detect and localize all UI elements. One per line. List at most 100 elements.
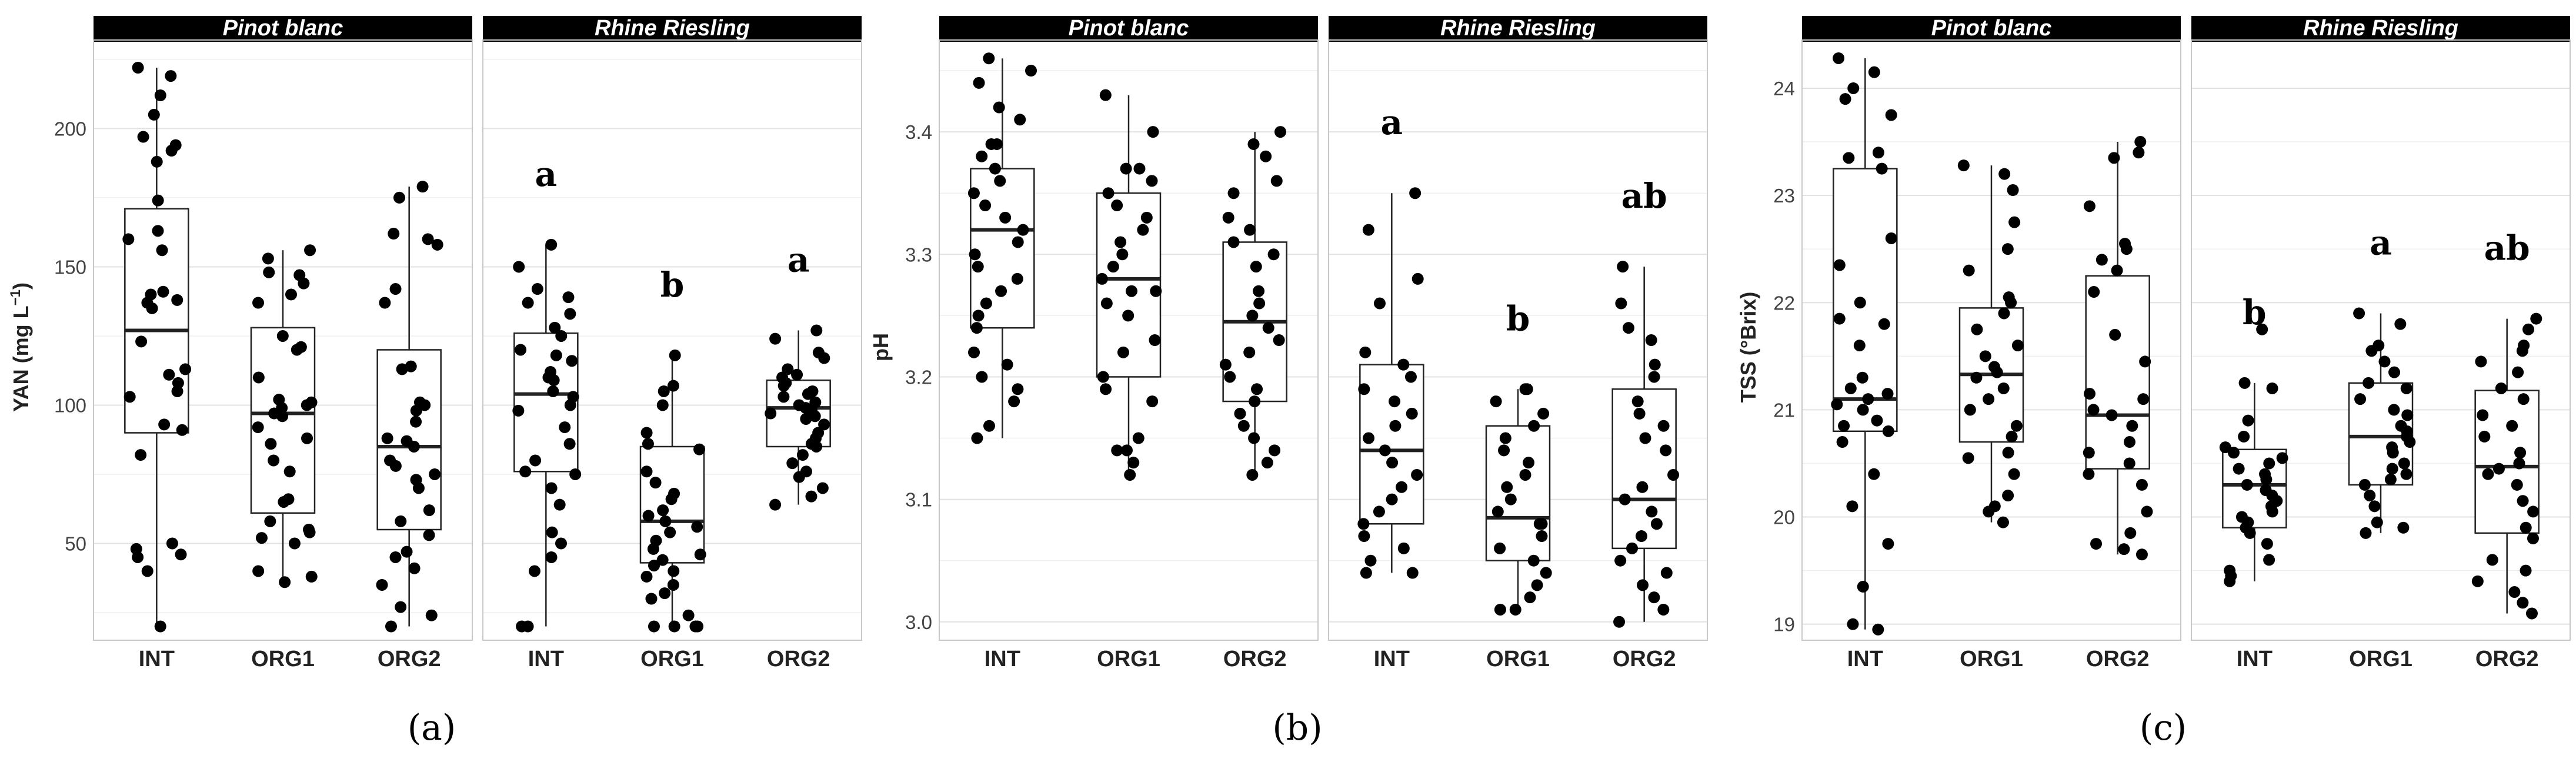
data-point (1856, 371, 1868, 384)
data-point (816, 482, 829, 494)
y-tick-label: 22 (1773, 292, 1795, 314)
data-point (976, 150, 988, 162)
data-point (1362, 224, 1374, 236)
data-point (431, 238, 443, 251)
y-axis-label: TSS (°Brix) (1736, 292, 1760, 403)
significance-letter: b (660, 265, 685, 305)
data-point (2260, 473, 2273, 485)
data-point (146, 302, 158, 314)
data-point (2109, 328, 2121, 341)
data-point (1501, 481, 1513, 493)
data-point (278, 495, 290, 508)
data-point (154, 620, 166, 633)
data-point (1667, 468, 1680, 481)
data-point (1360, 567, 1372, 579)
data-point (512, 404, 525, 417)
data-point (1862, 393, 1874, 405)
data-point (1260, 150, 1272, 162)
data-point (1997, 516, 2009, 528)
data-point (545, 238, 558, 251)
data-point (2516, 345, 2528, 357)
data-point (408, 562, 421, 574)
data-point (1373, 505, 1385, 518)
data-point (1219, 358, 1232, 371)
y-tick-label: 19 (1773, 614, 1795, 636)
data-point (1133, 162, 1146, 175)
data-point (1132, 432, 1144, 444)
data-point (1524, 591, 1536, 604)
facet-rhine-riesling: Rhine Riesling a INT b ORG1 a ORG2 (482, 16, 862, 671)
data-point (972, 261, 984, 273)
data-point (970, 322, 983, 334)
data-point (555, 537, 567, 550)
data-point (2276, 452, 2288, 464)
significance-letter: ab (1621, 176, 1667, 216)
chart-panel-tss: TSS (°Brix) Pinot blanc 19 20 21 22 23 24 INT OR… (1736, 16, 2571, 749)
data-point (389, 460, 402, 472)
data-point (1854, 297, 1866, 309)
data-point (967, 187, 980, 199)
data-point (1150, 285, 1162, 297)
data-point (657, 504, 669, 517)
data-point (668, 620, 680, 633)
data-point (1267, 248, 1280, 261)
x-tick-label: ORG1 (2349, 647, 2413, 671)
data-point (1523, 457, 1535, 469)
data-point (1964, 404, 1976, 416)
data-point (1490, 395, 1502, 408)
data-point (263, 266, 275, 278)
data-point (1357, 518, 1370, 530)
data-point (545, 551, 558, 563)
data-point (252, 297, 264, 309)
data-point (1389, 395, 1401, 408)
data-point (176, 424, 188, 436)
data-point (1389, 420, 1402, 432)
data-point (968, 346, 980, 358)
data-point (1657, 420, 1670, 432)
data-point (1983, 393, 1995, 405)
data-point (1660, 567, 1673, 579)
x-tick-label: ORG1 (1960, 647, 2023, 671)
y-axis-label-text: TSS (°Brix) (1736, 292, 1760, 403)
data-point (805, 490, 817, 503)
data-point (1499, 432, 1511, 444)
data-point (979, 199, 992, 212)
data-point (647, 543, 659, 555)
x-tick-label: INT (528, 647, 564, 671)
data-point (1149, 334, 1161, 346)
data-point (2475, 355, 2487, 368)
data-point (396, 363, 408, 375)
data-point (553, 498, 566, 511)
data-point (2527, 505, 2540, 518)
data-point (2266, 505, 2278, 518)
data-point (640, 427, 653, 439)
data-point (288, 537, 301, 550)
facet-header-strip (2191, 16, 2570, 42)
data-point (691, 521, 703, 533)
data-point (1107, 261, 1119, 273)
data-point (1406, 567, 1419, 579)
data-point (135, 335, 148, 348)
data-point (1364, 554, 1377, 567)
data-point (1635, 530, 1647, 543)
data-point (2135, 548, 2148, 561)
data-point (2520, 564, 2532, 577)
data-point (252, 565, 265, 577)
data-point (2513, 457, 2525, 470)
data-point (2401, 409, 2414, 421)
data-point (1248, 432, 1260, 444)
data-point (694, 548, 706, 561)
facet-frame (482, 39, 862, 641)
data-point (291, 344, 303, 356)
data-point (179, 363, 192, 375)
data-point (545, 482, 558, 494)
facet-frame (939, 39, 1319, 641)
data-point (519, 465, 532, 478)
facet-header-strip (1802, 16, 2181, 42)
facet-frame (2191, 39, 2571, 641)
facet-header-strip (94, 16, 472, 42)
data-point (1494, 542, 1506, 554)
data-point (1540, 567, 1552, 579)
data-point (1876, 162, 1888, 175)
